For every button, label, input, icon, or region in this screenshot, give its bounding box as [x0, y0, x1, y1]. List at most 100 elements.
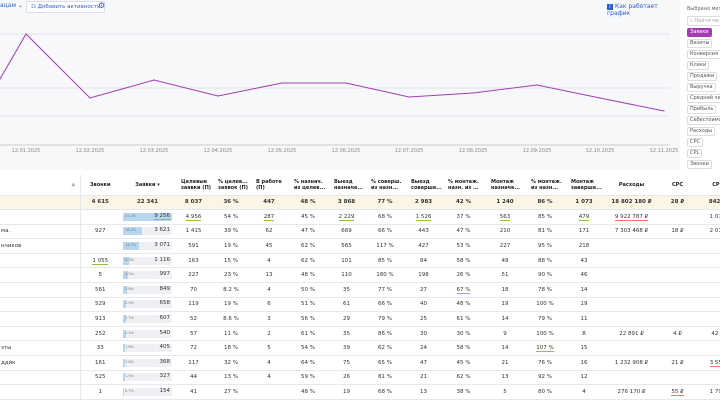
cell-value: 4	[267, 257, 271, 264]
metric-search-placeholder: Найти ме	[694, 18, 720, 24]
total-cell: 4 615	[80, 195, 120, 211]
metric-chip[interactable]: Расходы	[687, 127, 716, 136]
table-cell: 9	[485, 326, 525, 342]
cell-value: 47 %	[456, 228, 471, 235]
info-icon: i	[607, 4, 613, 10]
cell-value: 591	[188, 243, 199, 250]
column-header[interactable]: Выезд назначе...	[328, 175, 365, 196]
table-row[interactable]: 529 2.9% 658 119 19 % 6 51 % 61 66 % 40 48 % 19 100 …	[0, 297, 720, 313]
cell-value: 2 229	[338, 213, 355, 221]
table-cell: 21	[485, 355, 525, 371]
data-point	[153, 79, 155, 81]
column-header[interactable]: Расходы	[603, 175, 660, 196]
cell-value: 13	[265, 272, 273, 279]
column-header[interactable]: ⌕	[0, 175, 81, 196]
column-header[interactable]: Монтаж назначе...	[485, 175, 525, 196]
column-header[interactable]: % назнач. из целев...	[288, 175, 328, 196]
data-point	[217, 95, 219, 97]
metric-chip[interactable]: CPC	[687, 138, 703, 147]
table-cell: 79 %	[365, 311, 405, 327]
requests-cell: 1.8% 405	[120, 340, 175, 357]
cell-value: 8.2 %	[223, 286, 239, 293]
column-header[interactable]: CPC	[660, 175, 695, 196]
metric-chip[interactable]: Конверсия с	[687, 50, 720, 59]
metric-chip[interactable]: Себестоимо	[687, 116, 720, 125]
table-cell: 80 %	[525, 384, 565, 400]
table-cell: 57	[175, 326, 212, 342]
column-header[interactable]: Выезд соверше...	[405, 175, 442, 196]
group-by-dropdown[interactable]: ацам ⌄	[0, 2, 23, 9]
metric-chip[interactable]: Средний чек	[687, 94, 720, 103]
metric-chip[interactable]: Клики	[687, 61, 710, 70]
metric-chip[interactable]: CPL	[687, 149, 703, 158]
table-row[interactable]: 913 2.7% 607 52 8.6 % 3 56 % 29 79 % 25 61 % 14 79 %…	[0, 311, 720, 327]
table-row[interactable]: 1 055 5.0% 1 116 163 15 % 4 62 % 101 85 % 84 58 % 4…	[0, 253, 720, 269]
table-row[interactable]: ма. 927 16.2% 3 621 1 415 39 % 62 47 % 669 66 % 44…	[0, 224, 720, 240]
data-point	[599, 97, 601, 99]
x-tick-label: 12.01.2025	[12, 148, 41, 154]
column-header[interactable]: % монтаж. назн. из ...	[442, 175, 485, 196]
metric-chip[interactable]: Прибыль	[687, 105, 717, 114]
table-cell: 49	[485, 253, 525, 269]
table-cell: 4	[565, 384, 603, 400]
table-row[interactable]: ддйк 161 1.6% 368 117 32 % 4 64 % 75 65 % 47 45 % 21…	[0, 355, 720, 371]
total-cell: 3 868	[328, 195, 365, 211]
column-header[interactable]: % целев... заявок (П)	[212, 175, 250, 196]
cell-value: 669	[341, 228, 352, 235]
table-cell: 14	[485, 340, 525, 357]
table-row[interactable]: нчиков 13.7% 3 071 591 19 % 45 62 % 565 117 % 427…	[0, 238, 720, 254]
column-header[interactable]: Целевые заявки (П)	[175, 175, 212, 196]
table-cell: 62	[250, 224, 288, 240]
table-cell	[250, 384, 288, 400]
row-label	[0, 282, 81, 298]
cell-value: 81 %	[378, 374, 392, 381]
add-activity-button[interactable]: ☷ Добавить активность	[26, 1, 106, 13]
table-row[interactable]: зты 33 1.8% 405 72 18 % 5 54 % 39 62 % 24 58 % 14 107…	[0, 340, 720, 357]
column-header[interactable]: CPL	[695, 175, 720, 196]
metric-chip[interactable]: Визиты	[687, 39, 713, 48]
metric-chip[interactable]: Заявки	[687, 28, 712, 37]
table-row[interactable]: 41.4% 9 256 4 956 54 % 287 45 % 2 229 68 % 1 526…	[0, 209, 720, 225]
cell-value: 5	[267, 345, 271, 352]
share-bar-fill	[123, 329, 126, 338]
table-row[interactable]: 525 1.5% 327 44 13 % 4 59 % 26 81 % 21 62 % 13 92 % 1…	[0, 370, 720, 386]
column-header[interactable]: Заявки ▾	[120, 175, 175, 196]
requests-value: 368	[159, 358, 171, 365]
metric-chip[interactable]: Продажи	[687, 72, 718, 81]
metric-chip[interactable]: Выручка	[687, 83, 716, 92]
table-cell: 1	[80, 384, 120, 400]
metric-search-input[interactable]: ⌕ Найти ме	[687, 16, 720, 26]
column-header[interactable]: % соверш. из назн...	[365, 175, 405, 196]
share-bar: 1.5% 327	[123, 373, 172, 382]
metric-chip[interactable]: Звонки	[687, 160, 712, 169]
table-cell	[660, 370, 695, 386]
share-bar-fill	[123, 285, 128, 294]
total-row: 4 615 22 341 8 037 36 % 447 48 % 3 868 77 % 2 98…	[0, 195, 720, 211]
share-percent: 2.4%	[125, 330, 134, 335]
cell-value: 100 %	[536, 330, 554, 337]
table-cell: 8	[565, 326, 603, 342]
column-header[interactable]: % монтаж. из назн...	[525, 175, 565, 196]
table-cell: 35	[328, 326, 365, 342]
how-chart-works-link[interactable]: i Как работает график	[607, 3, 680, 17]
cell-value: 95 %	[538, 243, 552, 250]
search-icon[interactable]: ⌕	[71, 180, 76, 189]
cell-value: 27	[420, 286, 427, 293]
table-row[interactable]: 561 3.8% 849 70 8.2 % 4 50 % 35 77 % 27 67 % 18 78 %…	[0, 282, 720, 298]
table-row[interactable]: 252 2.4% 540 57 11 % 2 61 % 35 86 % 30 30 % 9 100 % 8…	[0, 326, 720, 342]
gear-icon[interactable]: ⚙	[98, 1, 106, 10]
table-cell: 66 %	[365, 297, 405, 313]
column-header[interactable]: Звонки	[80, 175, 120, 196]
column-header[interactable]: В работе (П)	[250, 175, 288, 196]
share-bar-fill	[123, 212, 172, 221]
total-cell: 42 %	[442, 195, 485, 211]
requests-cell: 2.9% 658	[120, 297, 175, 313]
column-header[interactable]: Монтаж заверше...	[565, 175, 603, 196]
how-chart-works-label: Как работает график	[607, 3, 658, 17]
table-row[interactable]: 5 4.5% 997 227 23 % 13 48 % 110 180 % 198 26 % 51 90…	[0, 267, 720, 284]
table-cell: 1 795	[695, 384, 720, 400]
chevron-down-icon: ⌄	[17, 2, 23, 9]
share-percent: 2.9%	[125, 301, 134, 306]
table-row[interactable]: 1 0.7% 154 41 27 % 48 % 19 68 % 13 38 % 5 80 % 4 276 …	[0, 384, 720, 400]
table-cell: 2	[250, 326, 288, 342]
